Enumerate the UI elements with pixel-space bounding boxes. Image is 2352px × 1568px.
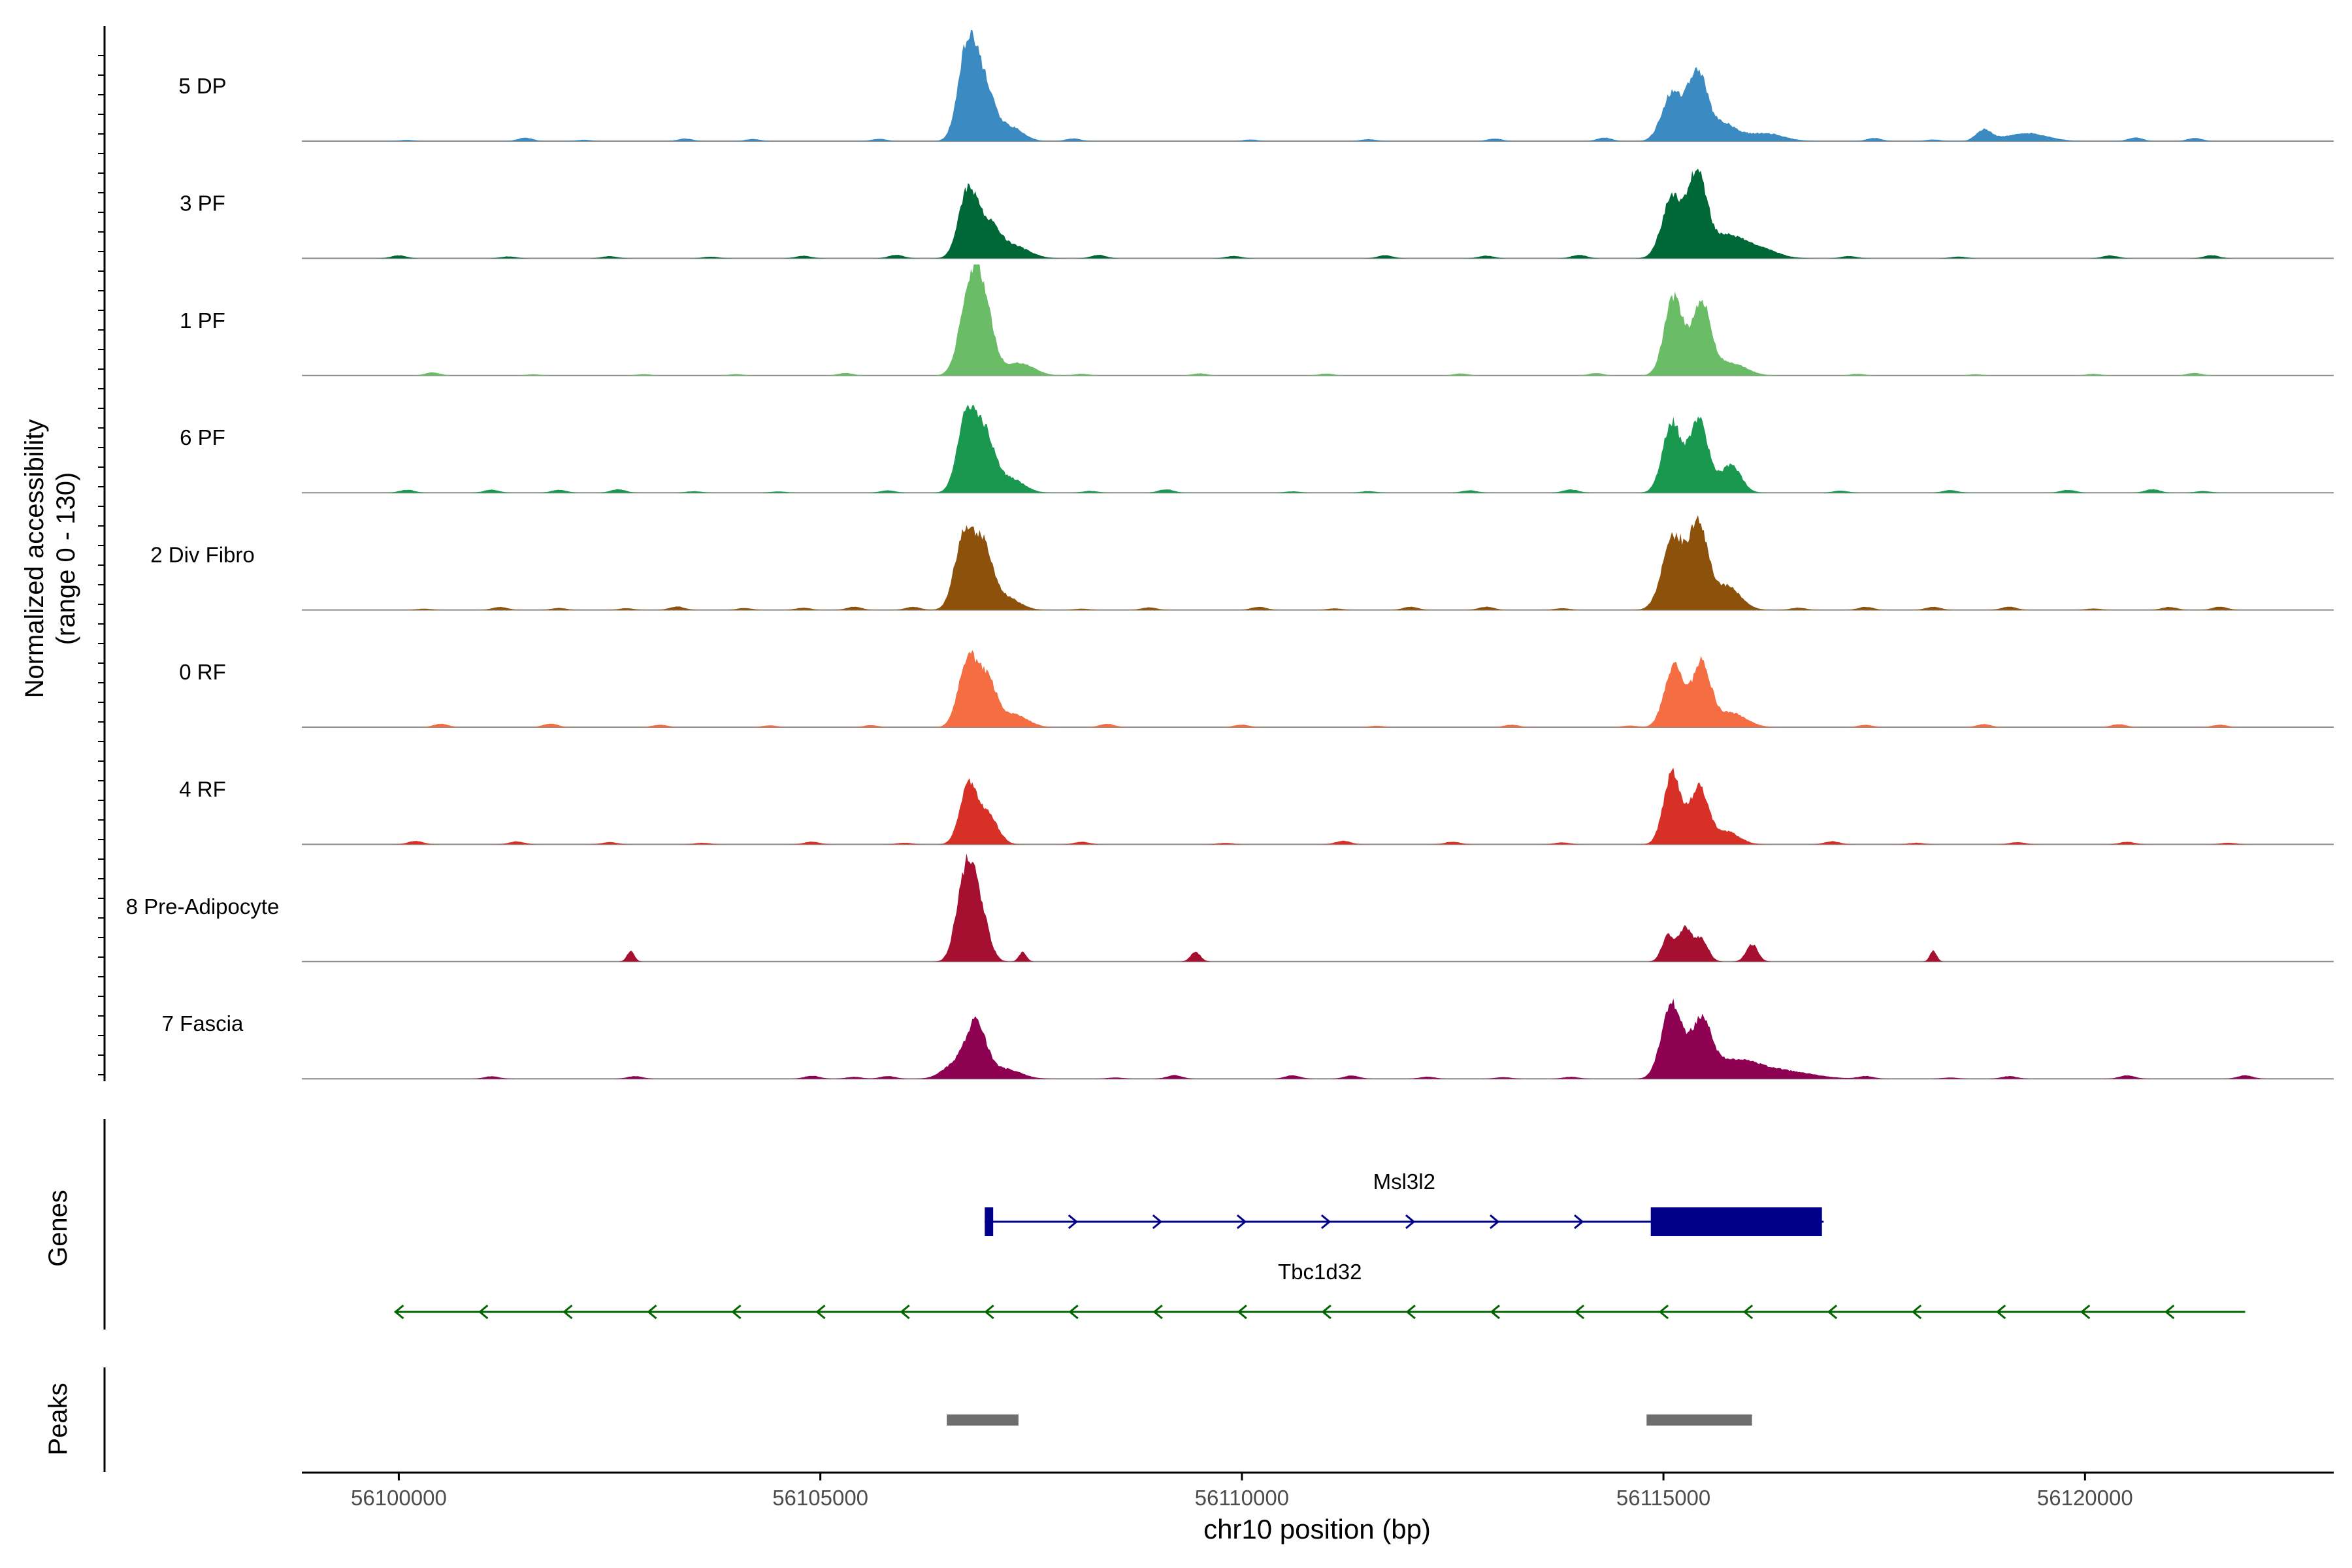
strand-arrow [1236,1214,1247,1230]
strand-arrow [1152,1304,1163,1320]
strand-arrow [1827,1304,1838,1320]
strand-arrow [1320,1214,1331,1230]
strand-arrow [815,1304,826,1320]
coverage-area [302,264,2334,376]
track-label: 2 Div Fibro [150,543,255,567]
strand-arrow [1742,1304,1754,1320]
track-4-rf: 4 RF [179,768,2334,845]
track-8-pre-adipocyte: 8 Pre-Adipocyte [126,853,2334,962]
gene-name: Tbc1d32 [1278,1260,1362,1284]
x-tick-label: 56105000 [772,1486,868,1510]
coverage-area [302,650,2334,727]
track-6-pf: 6 PF [180,404,2334,494]
strand-arrow [394,1304,404,1320]
x-tick-label: 56100000 [351,1486,447,1510]
peak-track [103,1367,1752,1472]
track-5-dp: 5 DP [178,30,2334,142]
strand-arrow [1405,1304,1416,1320]
genes-track-label: Genes [44,1190,73,1267]
track-3-pf: 3 PF [180,169,2334,259]
x-axis: 56100000 56105000 56110000 56115000 56120000 [302,1471,2334,1510]
strand-arrow [647,1304,657,1320]
exon [1650,1207,1822,1236]
strand-arrow [1658,1304,1669,1320]
track-0-rf: 0 RF [179,650,2334,728]
strand-arrow [1574,1214,1584,1230]
strand-arrow [1068,1214,1079,1230]
gene-tbc1d32: Tbc1d32 [394,1260,2246,1320]
strand-arrow [1237,1304,1247,1320]
y-axis-label-line1: Normalized accessibility [20,419,49,698]
peaks-track-label: Peaks [44,1382,73,1455]
strand-arrow [984,1304,994,1320]
gene-track: Msl3l2 Tbc1d32 [103,1119,2246,1330]
strand-arrow [1152,1214,1163,1230]
coverage-area [302,30,2334,141]
track-2-div-fibro: 2 Div Fibro [150,515,2334,611]
coverage-area [302,768,2334,845]
x-tick-label: 56110000 [1195,1486,1289,1510]
coverage-area [302,853,2334,962]
x-axis-label: chr10 position (bp) [1203,1514,1431,1544]
peak-region [947,1414,1019,1426]
coverage-area [302,404,2334,493]
strand-arrow [1490,1214,1500,1230]
strand-arrow [478,1304,489,1320]
coverage-area [302,515,2334,610]
strand-arrow [1068,1304,1079,1320]
coverage-area [302,998,2334,1079]
strand-arrow [1405,1214,1416,1230]
x-tick-label: 56115000 [1616,1486,1710,1510]
strand-arrow [1574,1304,1585,1320]
track-label: 7 Fascia [162,1011,244,1036]
gene-name: Msl3l2 [1373,1169,1435,1194]
gene-msl3l2: Msl3l2 [985,1169,1824,1236]
track-label: 0 RF [179,660,226,684]
strand-arrow [2080,1304,2091,1320]
strand-arrow [731,1304,742,1320]
strand-arrow [1321,1304,1331,1320]
strand-arrow [900,1304,910,1320]
track-1-pf: 1 PF [180,264,2334,376]
exon [985,1207,994,1236]
track-label: 5 DP [178,74,226,98]
track-label: 4 RF [179,777,226,801]
accessibility-tracks: 5 DP 3 PF 1 PF 6 PF 2 Div Fibro 0 RF 4 RF 8 Pre… [98,26,2334,1081]
strand-arrow [2164,1304,2175,1320]
track-label: 3 PF [180,191,225,215]
strand-arrow [563,1304,573,1320]
track-label: 1 PF [180,308,225,333]
peak-region [1646,1414,1752,1426]
strand-arrow [1995,1304,2006,1320]
y-axis-label-line2: (range 0 - 130) [52,472,80,645]
strand-arrow [1911,1304,1922,1320]
strand-arrow [1490,1304,1500,1320]
x-tick-label: 56120000 [2037,1486,2133,1510]
track-label: 8 Pre-Adipocyte [126,894,280,919]
track-7-fascia: 7 Fascia [162,998,2334,1080]
coverage-area [302,169,2334,259]
track-label: 6 PF [180,425,225,449]
